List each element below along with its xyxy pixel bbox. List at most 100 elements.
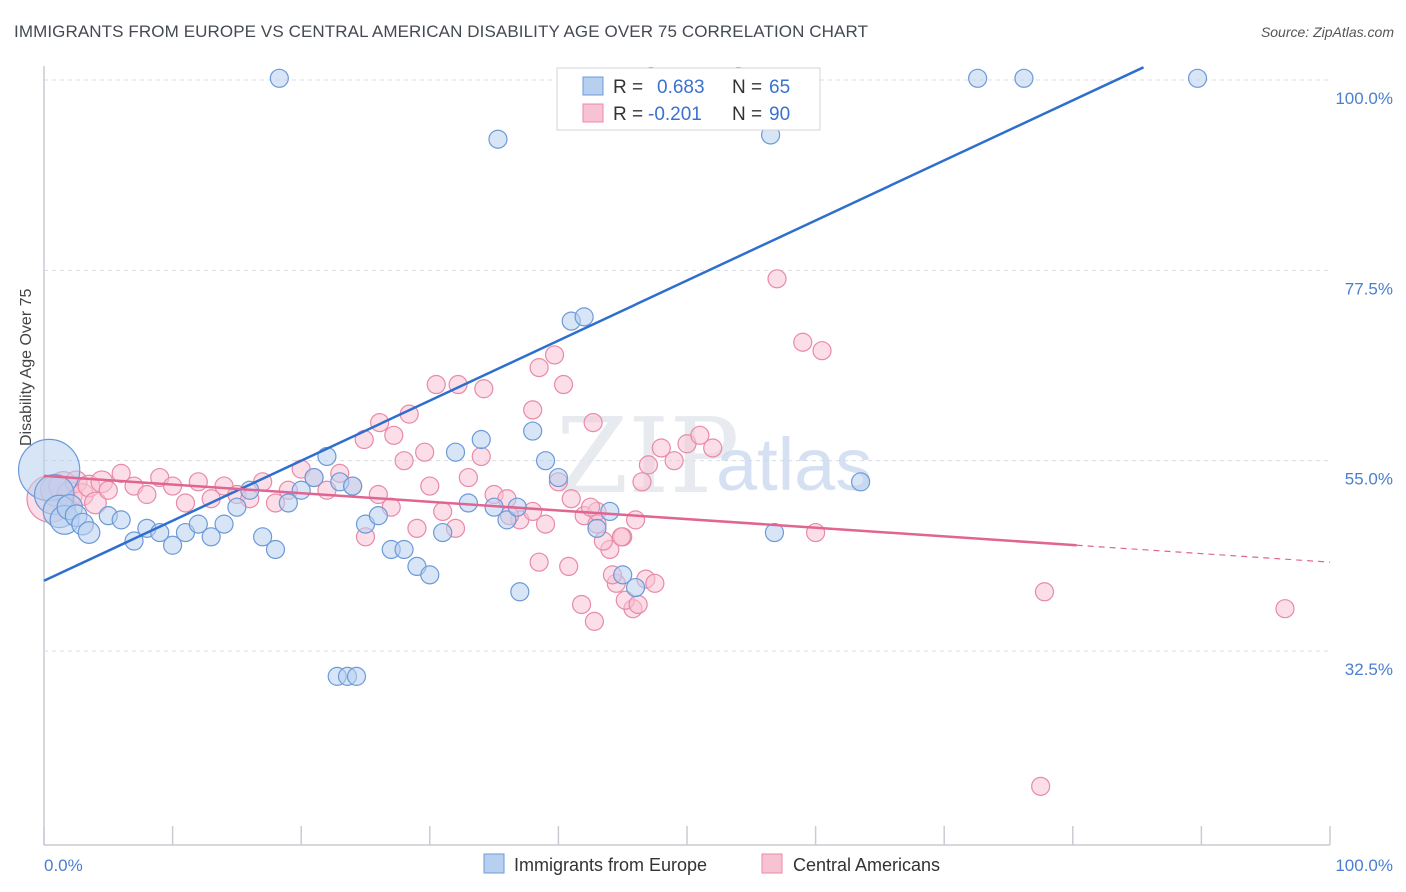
data-point xyxy=(529,358,549,378)
data-point xyxy=(384,425,404,445)
data-point xyxy=(420,476,440,496)
data-point xyxy=(445,442,466,462)
data-point xyxy=(98,480,118,500)
data-point xyxy=(227,497,247,517)
x-tick-label-max: 100.0% xyxy=(1335,856,1393,875)
data-point xyxy=(370,413,390,433)
data-point xyxy=(111,510,131,530)
data-point xyxy=(651,438,671,458)
data-point xyxy=(625,577,646,598)
data-point xyxy=(544,345,565,365)
data-point xyxy=(1014,68,1034,88)
data-point xyxy=(420,565,440,585)
data-point xyxy=(407,518,427,538)
data-point xyxy=(175,493,196,513)
stats-r-label-blue: R = xyxy=(613,77,643,98)
data-point xyxy=(433,501,453,522)
trend-line-blue xyxy=(43,66,1145,582)
grid xyxy=(44,79,1330,652)
data-point xyxy=(851,472,871,492)
x-tick-label-min: 0.0% xyxy=(44,856,83,875)
stats-n-label-blue: N = xyxy=(732,77,762,98)
data-point xyxy=(214,514,234,534)
stats-r-value-blue: 0.683 xyxy=(657,77,705,98)
data-point xyxy=(1187,68,1208,88)
legend-swatch-blue xyxy=(483,853,505,874)
data-point xyxy=(1031,776,1051,796)
stats-swatch-pink xyxy=(582,103,604,123)
data-point xyxy=(535,514,556,534)
data-point xyxy=(291,480,311,500)
data-point xyxy=(664,451,684,471)
data-point xyxy=(394,539,414,560)
data-point xyxy=(368,506,388,526)
watermark-atlas: atlas xyxy=(716,423,872,506)
data-point xyxy=(474,379,494,399)
y-tick-label: 100.0% xyxy=(1335,89,1393,108)
data-point xyxy=(611,527,632,547)
stats-r-label-pink: R = xyxy=(613,104,643,125)
data-point xyxy=(1034,582,1055,602)
data-point xyxy=(561,489,581,509)
data-point xyxy=(426,374,446,395)
data-point xyxy=(201,527,221,547)
data-point xyxy=(458,467,478,488)
data-point xyxy=(690,425,710,445)
data-point xyxy=(703,438,723,458)
y-axis-label: Disability Age Over 75 xyxy=(18,288,35,446)
stats-r-value-pink: -0.201 xyxy=(648,104,702,125)
data-point xyxy=(488,129,508,149)
data-point xyxy=(523,400,543,420)
data-point xyxy=(548,467,569,488)
data-point xyxy=(1275,599,1295,619)
data-point xyxy=(625,510,646,530)
y-tick-label: 77.5% xyxy=(1345,279,1393,298)
data-point xyxy=(497,510,517,530)
data-point xyxy=(510,582,530,602)
series-legend: Immigrants from Europe Central Americans xyxy=(483,853,940,875)
data-point xyxy=(346,666,367,686)
data-point xyxy=(77,521,101,544)
data-point xyxy=(529,552,549,572)
tick-labels: 32.5% 55.0% 77.5% 100.0% 0.0% 100.0% xyxy=(44,89,1393,875)
trend-line-pink-extension xyxy=(1076,544,1331,563)
data-point xyxy=(632,472,652,492)
data-point xyxy=(587,518,607,538)
series-immigrants-from-europe xyxy=(17,67,1208,686)
data-point xyxy=(188,514,208,534)
data-point xyxy=(317,446,337,467)
data-point xyxy=(812,341,832,361)
data-point xyxy=(638,455,659,475)
stats-n-label-pink: N = xyxy=(732,104,762,125)
data-point xyxy=(559,556,579,577)
data-point xyxy=(535,451,556,471)
legend-label-blue: Immigrants from Europe xyxy=(514,855,707,875)
y-tick-label: 32.5% xyxy=(1345,660,1393,679)
chart-title: IMMIGRANTS FROM EUROPE VS CENTRAL AMERIC… xyxy=(14,22,869,41)
data-point xyxy=(571,594,592,615)
data-point xyxy=(523,421,543,441)
data-point xyxy=(600,501,620,522)
data-point xyxy=(253,527,273,547)
y-tick-label: 55.0% xyxy=(1345,470,1393,489)
data-point xyxy=(968,68,988,88)
chart-source: Source: ZipAtlas.com xyxy=(1260,24,1394,40)
legend-label-pink: Central Americans xyxy=(793,855,940,875)
data-point xyxy=(628,594,648,615)
data-point xyxy=(137,484,157,505)
data-point xyxy=(278,493,298,513)
data-point xyxy=(553,374,574,395)
data-point xyxy=(415,442,435,462)
data-point xyxy=(764,522,785,543)
data-point xyxy=(188,472,208,492)
data-point xyxy=(471,446,491,467)
data-point xyxy=(111,463,131,483)
data-point xyxy=(163,535,183,555)
data-point xyxy=(433,522,453,543)
stats-n-value-blue: 65 xyxy=(769,77,790,98)
data-point xyxy=(394,451,414,471)
data-point xyxy=(343,476,363,496)
stats-n-value-pink: 90 xyxy=(769,104,790,125)
data-point xyxy=(574,307,594,327)
legend-swatch-pink xyxy=(761,853,783,874)
